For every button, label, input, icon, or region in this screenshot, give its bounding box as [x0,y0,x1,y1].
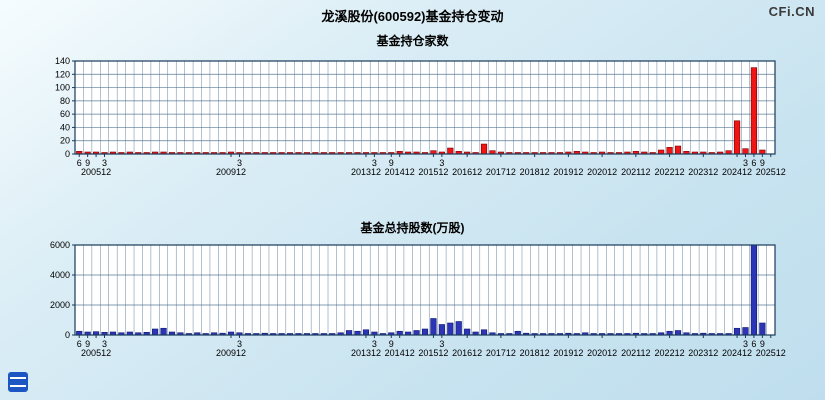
x-axis-tick-label: 202212 [655,167,685,177]
bar [759,322,766,336]
x-axis-tick-label: 3 [743,339,748,349]
bar [733,327,741,336]
x-axis-tick-label: 202512 [756,348,786,358]
x-axis-tick-label: 200512 [81,167,111,177]
bar [413,330,420,336]
x-axis-tick-label: 201812 [520,348,550,358]
x-axis-tick-label: 201512 [418,348,448,358]
bar [430,318,437,336]
bar [750,67,757,155]
y-axis-tick-label: 140 [55,56,70,66]
plot-area [75,245,775,335]
x-axis-tick-label: 200912 [216,167,246,177]
bar [438,324,445,336]
x-axis-tick-label: 202412 [722,167,752,177]
bar [733,120,741,155]
bar [750,244,757,336]
plot-frame [74,60,776,155]
x-axis-tick-label: 202312 [688,167,718,177]
x-axis-tick-label: 202012 [587,167,617,177]
x-axis-tick-label: 9 [760,158,765,168]
x-axis-tick-label: 3 [372,339,377,349]
x-axis-tick-label: 201712 [486,348,516,358]
bar [666,147,673,155]
y-axis-tick-label: 2000 [50,300,70,310]
x-axis-tick-label: 201412 [385,167,415,177]
y-axis-tick-label: 60 [60,109,70,119]
x-axis-tick-label: 3 [102,339,107,349]
x-axis-tick-label: 6 [77,158,82,168]
bar [674,330,682,336]
y-axis-tick-label: 0 [65,149,70,159]
x-axis-tick-label: 3 [743,158,748,168]
bar [455,321,462,336]
bar [447,147,454,155]
x-axis-tick-label: 201812 [520,167,550,177]
x-axis-tick-label: 9 [85,158,90,168]
bar [742,327,749,336]
bar [464,328,471,336]
bar [421,328,429,336]
page-title: 龙溪股份(600592)基金持仓变动 [321,9,504,24]
x-axis-tick-label: 201712 [486,167,516,177]
x-axis-tick-label: 202112 [621,348,650,358]
fund-count-chart-title: 基金持仓家数 [376,34,449,48]
plot-area [75,61,775,154]
x-axis-tick-label: 3 [237,339,242,349]
x-axis-tick-label: 201612 [452,167,482,177]
y-axis-tick-label: 80 [60,96,70,106]
bar [152,328,159,336]
plot-frame [74,244,776,336]
y-axis-tick-label: 20 [60,136,70,146]
cfi-cn-logo: CFi.CN [768,4,815,19]
bar [674,145,682,155]
x-axis-tick-label: 202512 [756,167,786,177]
bar [447,322,454,336]
bar [742,148,749,155]
x-axis-tick-label: 200912 [216,348,246,358]
x-axis-tick-label: 9 [389,158,394,168]
x-axis-tick-label: 201312 [351,167,381,177]
bar [480,329,488,336]
x-axis-tick-label: 201912 [553,167,583,177]
x-axis-tick-label: 201312 [351,348,381,358]
x-axis-tick-label: 9 [760,339,765,349]
bar [160,327,167,336]
fund-shares-chart-title: 基金总持股数(万股) [360,221,465,235]
x-axis-tick-label: 3 [102,158,107,168]
x-axis-tick-label: 201412 [385,348,415,358]
x-axis-tick-label: 202012 [587,348,617,358]
y-axis-tick-label: 4000 [50,270,70,280]
x-axis-tick-label: 202312 [688,348,718,358]
x-axis-tick-label: 201612 [452,348,482,358]
x-axis-tick-label: 6 [751,339,756,349]
x-axis-tick-label: 3 [237,158,242,168]
bar [480,143,488,155]
x-axis-tick-label: 3 [439,339,444,349]
y-axis-tick-label: 100 [55,83,70,93]
bar [362,329,370,336]
x-axis-tick-label: 6 [77,339,82,349]
y-axis-tick-label: 6000 [50,240,70,250]
x-axis-tick-label: 202112 [621,167,650,177]
x-axis-tick-label: 6 [751,158,756,168]
x-axis-tick-label: 3 [372,158,377,168]
bar [346,330,353,336]
x-axis-tick-label: 9 [389,339,394,349]
x-axis-tick-label: 201912 [553,348,583,358]
x-axis-tick-label: 200512 [81,348,111,358]
y-axis-tick-label: 40 [60,122,70,132]
x-axis-tick-label: 202412 [722,348,752,358]
x-axis-tick-label: 3 [439,158,444,168]
site-logo-badge [8,372,28,392]
x-axis-tick-label: 9 [85,339,90,349]
x-axis-tick-label: 202212 [655,348,685,358]
y-axis-tick-label: 120 [55,69,70,79]
y-axis-tick-label: 0 [65,330,70,340]
x-axis-tick-label: 201512 [418,167,448,177]
